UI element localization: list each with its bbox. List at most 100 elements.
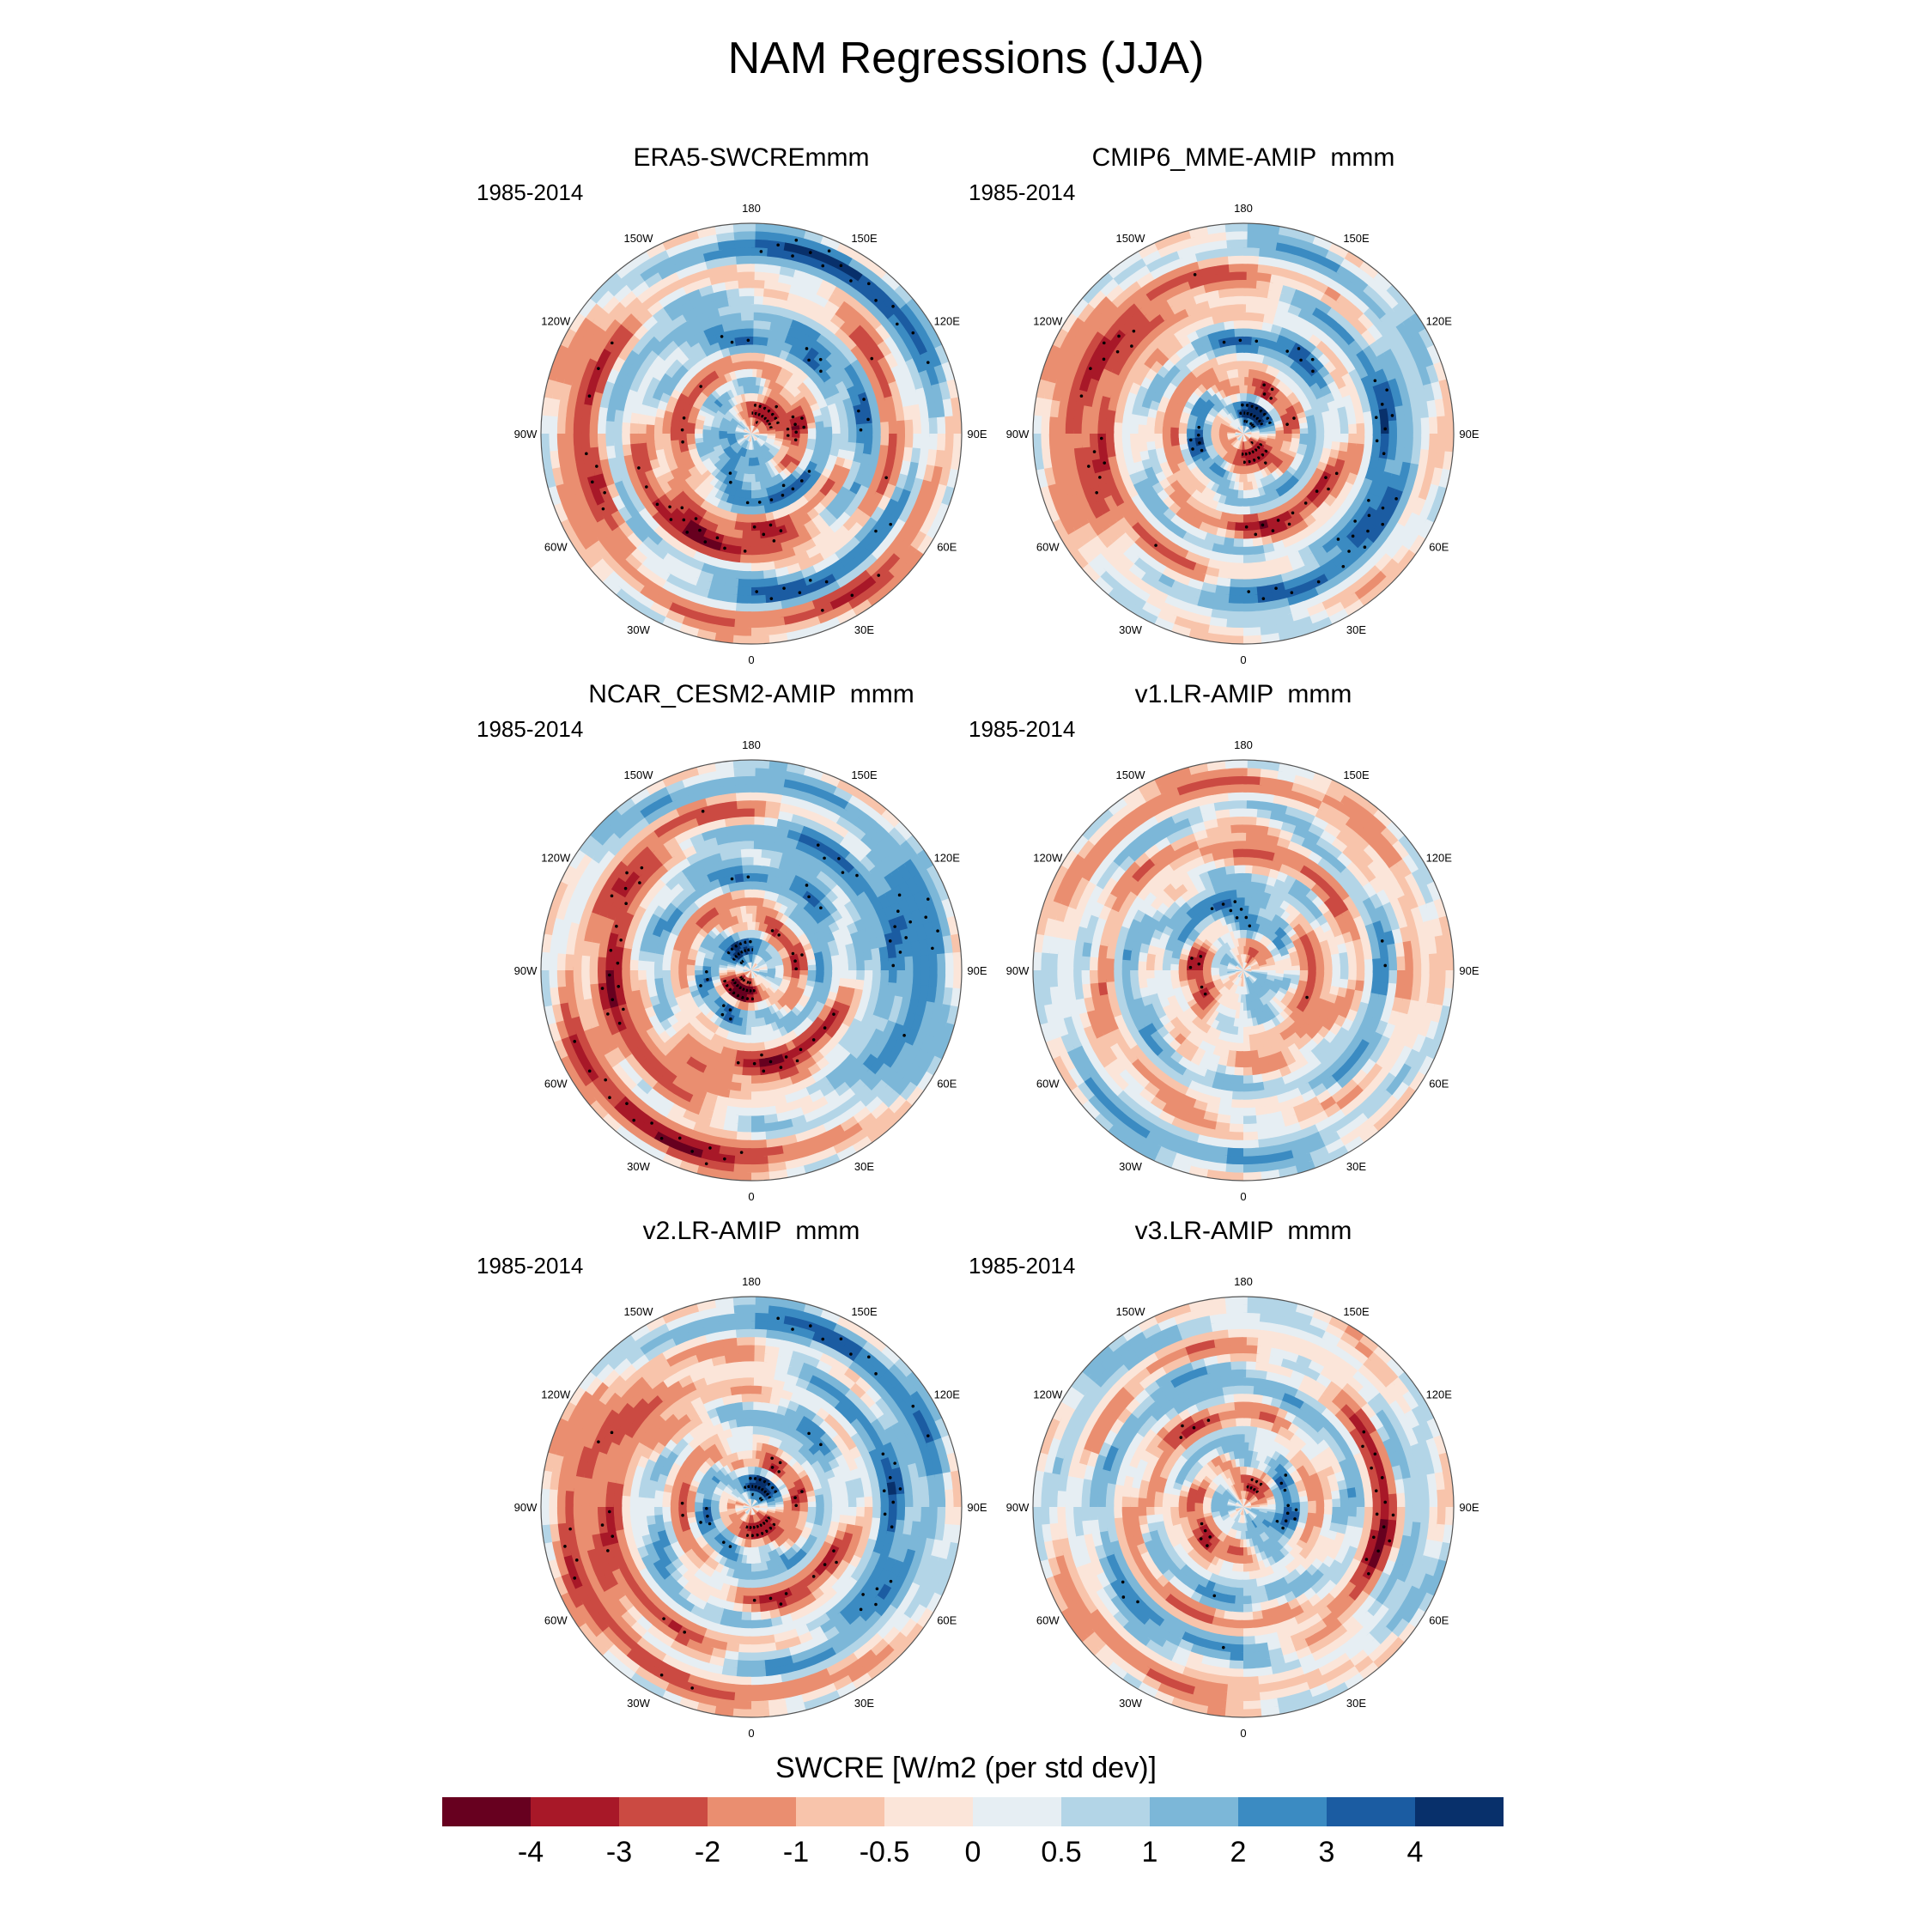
- field-cell: [722, 414, 732, 422]
- field-cell: [771, 456, 781, 466]
- field-cell: [751, 970, 759, 976]
- field-cell: [756, 1058, 769, 1068]
- field-cell: [719, 422, 729, 428]
- field-cell: [775, 393, 784, 404]
- significance-dot: [782, 586, 786, 590]
- field-cell: [722, 401, 732, 411]
- field-cell: [751, 434, 756, 442]
- field-cell: [775, 374, 786, 386]
- field-cell: [1242, 482, 1249, 491]
- field-cell: [1420, 417, 1431, 438]
- field-cell: [745, 953, 750, 963]
- field-cell: [1073, 400, 1085, 420]
- field-cell: [938, 467, 951, 490]
- field-cell: [817, 617, 841, 634]
- field-cell: [1224, 416, 1232, 423]
- field-cell: [751, 434, 756, 442]
- field-cell: [738, 421, 746, 428]
- field-cell: [762, 444, 771, 452]
- field-cell: [739, 401, 746, 411]
- field-cell: [724, 994, 733, 1005]
- field-cell: [747, 635, 770, 644]
- field-cell: [758, 964, 769, 969]
- field-cell: [1437, 468, 1452, 493]
- field-cell: [1356, 434, 1366, 447]
- field-cell: [1215, 568, 1232, 580]
- field-cell: [1219, 295, 1235, 307]
- field-cell: [1200, 404, 1211, 414]
- field-cell: [745, 426, 751, 434]
- field-cell: [816, 427, 825, 435]
- field-cell: [1204, 444, 1214, 452]
- field-cell: [732, 602, 751, 613]
- field-cell: [1218, 410, 1227, 418]
- significance-dot: [706, 977, 709, 981]
- field-cell: [1202, 433, 1212, 438]
- field-cell: [777, 933, 787, 943]
- period-label: 1985-2014: [477, 179, 584, 205]
- field-cell: [734, 578, 751, 588]
- field-cell: [1205, 289, 1223, 301]
- field-cell: [735, 880, 746, 891]
- significance-dot: [1374, 416, 1378, 419]
- field-cell: [1191, 404, 1202, 414]
- field-cell: [864, 422, 874, 436]
- field-cell: [1056, 413, 1066, 434]
- field-shading: [1033, 223, 1454, 644]
- field-cell: [734, 433, 744, 435]
- field-cell: [738, 439, 746, 447]
- field-cell: [780, 398, 790, 409]
- field-cell: [720, 929, 729, 939]
- field-cell: [742, 993, 748, 1003]
- field-cell: [614, 453, 627, 470]
- field-cell: [704, 983, 715, 992]
- significance-dot: [1262, 383, 1266, 387]
- field-cell: [775, 920, 786, 932]
- field-cell: [765, 957, 775, 964]
- field-cell: [918, 369, 933, 392]
- field-cell: [759, 447, 766, 456]
- field-cell: [1395, 375, 1409, 395]
- longitude-label: 150E: [851, 232, 878, 245]
- field-cell: [1218, 388, 1227, 399]
- field-cell: [737, 438, 745, 445]
- field-cell: [762, 295, 779, 307]
- field-cell: [1235, 343, 1246, 354]
- field-cell: [1329, 408, 1340, 421]
- significance-dot: [862, 398, 866, 401]
- field-cell: [1259, 427, 1268, 432]
- longitude-label: 60W: [544, 541, 568, 554]
- field-cell: [764, 271, 783, 283]
- field-cell: [564, 445, 576, 466]
- field-cell: [702, 936, 713, 946]
- field-cell: [1209, 472, 1219, 483]
- field-cell: [775, 430, 785, 434]
- field-cell: [1188, 276, 1207, 289]
- field-cell: [747, 929, 752, 939]
- field-cell: [756, 440, 762, 448]
- field-cell: [1242, 424, 1244, 434]
- field-cell: [1225, 230, 1248, 240]
- field-cell: [1243, 279, 1261, 289]
- field-cell: [712, 444, 722, 452]
- field-cell: [1433, 450, 1446, 473]
- field-cell: [1243, 428, 1251, 434]
- field-cell: [707, 408, 717, 417]
- field-cell: [751, 434, 753, 443]
- field-cell: [766, 255, 787, 267]
- field-cell: [724, 329, 737, 340]
- field-cell: [723, 390, 732, 401]
- field-cell: [742, 448, 748, 459]
- field-cell: [751, 434, 759, 440]
- field-cell: [1235, 434, 1243, 438]
- field-cell: [740, 410, 746, 419]
- field-cell: [726, 388, 735, 399]
- field-cell: [613, 406, 625, 422]
- field-cell: [855, 434, 866, 447]
- field-cell: [912, 418, 922, 437]
- field-cell: [1249, 410, 1257, 420]
- field-cell: [1193, 457, 1204, 467]
- significance-dot: [1336, 538, 1340, 541]
- field-cell: [1206, 398, 1216, 408]
- significance-dot: [1117, 334, 1121, 338]
